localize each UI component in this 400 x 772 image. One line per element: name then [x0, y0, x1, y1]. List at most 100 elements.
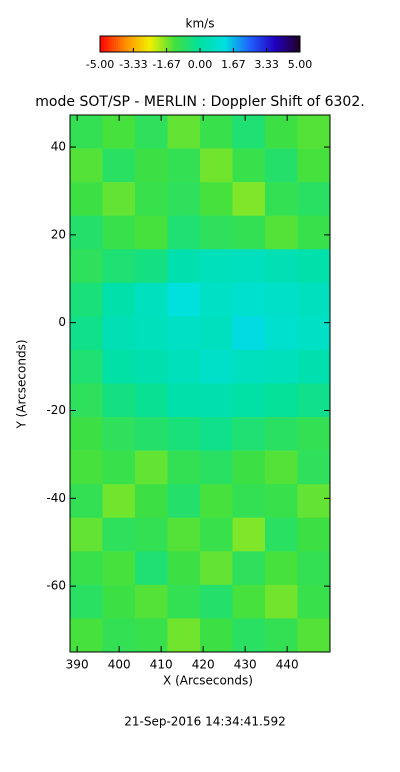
heatmap-cell — [167, 349, 201, 384]
heatmap-cell — [167, 618, 201, 653]
heatmap-cell — [297, 215, 331, 250]
heatmap-cell — [70, 584, 103, 619]
heatmap-cell — [102, 450, 136, 485]
colorbar-tick-label: -5.00 — [86, 58, 114, 71]
colorbar-swatch — [246, 36, 249, 52]
colorbar-swatch — [216, 36, 219, 52]
colorbar-swatch — [222, 36, 225, 52]
colorbar-swatch — [202, 36, 205, 52]
colorbar-swatch — [234, 36, 237, 52]
heatmap-cell — [102, 182, 136, 216]
heatmap-cell — [200, 417, 233, 451]
colorbar-swatch — [196, 36, 199, 52]
heatmap-cell — [297, 282, 331, 317]
heatmap-cell — [232, 182, 266, 216]
heatmap-cell — [232, 148, 266, 183]
heatmap-cell — [167, 249, 201, 284]
heatmap-cell — [200, 517, 233, 552]
heatmap-cell — [297, 551, 331, 586]
colorbar-swatch — [162, 36, 165, 52]
heatmap-cell — [232, 517, 266, 552]
y-tick-label: 40 — [51, 140, 66, 154]
heatmap-cell — [102, 249, 136, 284]
colorbar-swatch — [262, 36, 265, 52]
colorbar-swatch — [278, 36, 281, 52]
heatmap-cell — [265, 383, 298, 418]
colorbar-swatch — [214, 36, 217, 52]
colorbar-swatch — [276, 36, 279, 52]
x-tick-label: 440 — [276, 658, 299, 672]
heatmap-cell — [200, 484, 233, 519]
heatmap-cell — [232, 450, 266, 485]
colorbar-swatch — [210, 36, 213, 52]
colorbar-swatch — [138, 36, 141, 52]
heatmap-cell — [232, 484, 266, 519]
heatmap-cell — [167, 282, 201, 317]
heatmap-cell — [135, 115, 168, 149]
colorbar-swatch — [152, 36, 155, 52]
colorbar-swatch — [244, 36, 247, 52]
heatmap-cell — [135, 417, 168, 451]
colorbar-swatch — [294, 36, 297, 52]
heatmap-cell — [297, 182, 331, 216]
colorbar-swatch — [146, 36, 149, 52]
heatmap-cell — [232, 215, 266, 250]
y-tick-label: 0 — [58, 315, 66, 329]
plot-frame — [69, 114, 331, 653]
heatmap-cell — [232, 417, 266, 451]
heatmap-cell — [102, 517, 136, 552]
heatmap-cell — [135, 182, 168, 216]
heatmap-cell — [102, 417, 136, 451]
heatmap-cell — [70, 517, 103, 552]
colorbar-swatch — [112, 36, 115, 52]
colorbar-swatch — [230, 36, 233, 52]
heatmap-cell — [167, 383, 201, 418]
heatmap-cell — [265, 584, 298, 619]
colorbar-swatch — [114, 36, 117, 52]
heatmap-cell — [167, 450, 201, 485]
heatmap-cell — [265, 450, 298, 485]
heatmap-cell — [265, 182, 298, 216]
colorbar-swatch — [258, 36, 261, 52]
colorbar-swatch — [282, 36, 285, 52]
colorbar-swatch — [178, 36, 181, 52]
heatmap-cell — [265, 282, 298, 317]
heatmap-cell — [70, 249, 103, 284]
heatmap-cell — [200, 249, 233, 284]
heatmap-cell — [265, 115, 298, 149]
colorbar-swatch — [116, 36, 119, 52]
heatmap-cell — [200, 349, 233, 384]
colorbar-swatch — [172, 36, 175, 52]
colorbar-swatch — [198, 36, 201, 52]
heatmap-cell — [265, 148, 298, 183]
x-tick-label: 400 — [108, 658, 131, 672]
heatmap-cell — [265, 618, 298, 653]
heatmap-cell — [232, 618, 266, 653]
colorbar-swatch — [226, 36, 229, 52]
colorbar-swatch — [136, 36, 139, 52]
heatmap-cell — [70, 215, 103, 250]
heatmap-cell — [102, 551, 136, 586]
colorbar-swatch — [240, 36, 243, 52]
heatmap-cell — [200, 618, 233, 653]
heatmap-cell — [135, 551, 168, 586]
colorbar-swatch — [108, 36, 111, 52]
heatmap-cell — [135, 349, 168, 384]
colorbar-tick-label: 0.00 — [188, 58, 213, 71]
heatmap-cell — [200, 584, 233, 619]
colorbar-swatch — [190, 36, 193, 52]
colorbar-swatch — [110, 36, 113, 52]
colorbar-swatch — [284, 36, 287, 52]
x-tick-label: 430 — [234, 658, 257, 672]
colorbar-swatch — [156, 36, 159, 52]
heatmap-cell — [70, 383, 103, 418]
colorbar-swatch — [296, 36, 299, 52]
heatmap-cell — [102, 316, 136, 351]
heatmap-cell — [135, 316, 168, 351]
heatmap-cell — [70, 450, 103, 485]
colorbar-swatch — [186, 36, 189, 52]
heatmap-cell — [200, 182, 233, 216]
colorbar-swatch — [142, 36, 145, 52]
